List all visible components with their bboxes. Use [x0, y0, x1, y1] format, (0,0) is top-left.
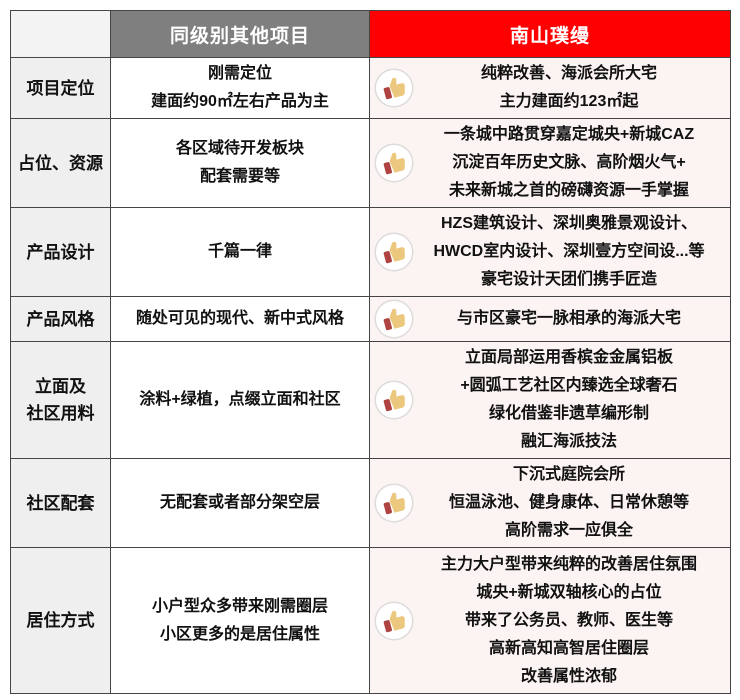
- thumbs-up-icon: [374, 68, 414, 108]
- competitor-cell: 涂料+绿植，点缀立面和社区: [110, 341, 370, 459]
- project-cell: 纯粹改善、海派会所大宅 主力建面约123㎡起: [369, 57, 731, 119]
- row-label-line: 产品设计: [26, 242, 95, 262]
- competitor-cell: 各区域待开发板块 配套需要等: [110, 118, 370, 208]
- project-line: 未来新城之首的磅礴资源一手掌握: [448, 182, 689, 199]
- project-line: 下沉式庭院会所: [512, 466, 625, 483]
- project-line: HZS建筑设计、深圳奥雅景观设计、: [440, 215, 697, 232]
- project-line: 一条城中路贯穿嘉定城央+新城CAZ: [443, 126, 695, 143]
- row-label-line: 居住方式: [26, 611, 95, 630]
- row-label: 产品设计: [10, 207, 111, 297]
- competitor-line: 小区更多的是居住属性: [159, 625, 320, 643]
- row-label-line: 项目定位: [26, 78, 95, 98]
- project-cell: HZS建筑设计、深圳奥雅景观设计、 HWCD室内设计、深圳壹方空间设...等 豪宅设…: [369, 207, 731, 297]
- project-text: 下沉式庭院会所恒温泳池、健身康体、日常休憩等 高阶需求一应俱全: [414, 461, 724, 545]
- competitor-cell: 刚需定位建面约90㎡左右产品为主: [110, 57, 370, 119]
- project-line: HWCD室内设计、深圳壹方空间设...等: [433, 243, 705, 260]
- table-row: 居住方式 小户型众多带来刚需圈层 小区更多的是居住属性 主力大户型带来纯粹的改善居住…: [10, 547, 731, 694]
- project-line: 高阶需求一应俱全: [504, 522, 633, 539]
- corner-cell: [10, 10, 111, 58]
- competitor-line: 涂料+绿植，点缀立面和社区: [139, 391, 341, 408]
- comparison-table: 同级别其他项目 南山璞缦 项目定位 刚需定位 建面约90㎡左右产品为主 纯粹改善、海…: [10, 10, 731, 694]
- project-line: 改善属性浓郁: [520, 667, 617, 685]
- project-cell: 下沉式庭院会所恒温泳池、健身康体、日常休憩等 高阶需求一应俱全: [369, 458, 731, 548]
- project-line: 立面局部运用香槟金金属铝板: [464, 349, 673, 366]
- competitor-line: 各区域待开发板块: [175, 140, 304, 157]
- competitor-line: 建面约90㎡左右产品为主: [151, 93, 329, 110]
- table-row: 社区配套 无配套或者部分架空层 下沉式庭院会所恒温泳池、健身康体、日常休憩等 高阶需…: [10, 458, 731, 548]
- row-label-line: 产品风格: [26, 309, 95, 329]
- project-line: 主力建面约123㎡起: [499, 93, 639, 110]
- project-cell: 一条城中路贯穿嘉定城央+新城CAZ 沉淀百年历史文脉、高阶烟火气+ 未来新城之首的磅…: [369, 118, 731, 208]
- project-cell-content: 一条城中路贯穿嘉定城央+新城CAZ 沉淀百年历史文脉、高阶烟火气+ 未来新城之首的磅…: [372, 121, 724, 205]
- competitor-line: 无配套或者部分架空层: [159, 494, 320, 511]
- competitor-header: 同级别其他项目: [110, 10, 370, 58]
- table-row: 产品风格 随处可见的现代、新中式风格 与市区豪宅一脉相承的海派大宅: [10, 296, 731, 342]
- thumbs-up-icon: [374, 299, 414, 339]
- project-line: 与市区豪宅一脉相承的海派大宅: [456, 310, 681, 327]
- project-cell-content: 立面局部运用香槟金金属铝板 +圆弧工艺社区内臻选全球奢石 绿化借鉴非遗草编形制 融汇海…: [372, 344, 724, 456]
- project-cell-content: HZS建筑设计、深圳奥雅景观设计、 HWCD室内设计、深圳壹方空间设...等 豪宅设…: [372, 210, 724, 294]
- row-label-line: 占位、资源: [18, 153, 103, 173]
- project-line: 带来了公务员、教师、医生等: [464, 611, 673, 629]
- header-row: 同级别其他项目 南山璞缦: [10, 10, 731, 58]
- project-line: 融汇海派技法: [520, 433, 617, 450]
- project-text: 纯粹改善、海派会所大宅 主力建面约123㎡起: [414, 60, 724, 116]
- thumbs-up-icon: [374, 232, 414, 272]
- project-text: HZS建筑设计、深圳奥雅景观设计、 HWCD室内设计、深圳壹方空间设...等 豪宅设…: [414, 210, 724, 294]
- table-row: 项目定位 刚需定位 建面约90㎡左右产品为主 纯粹改善、海派会所大宅 主力建面约123…: [10, 57, 731, 119]
- competitor-line: 小户型众多带来刚需圈层: [151, 597, 328, 615]
- project-line: 恒温泳池、健身康体、日常休憩等: [448, 494, 689, 511]
- project-cell: 主力大户型带来纯粹的改善居住氛围 城央+新城双轴核心的占位 带来了公务员、教师、医生…: [369, 547, 731, 694]
- thumbs-up-icon: [374, 601, 414, 641]
- row-label: 产品风格: [10, 296, 111, 342]
- competitor-cell: 千篇一律: [110, 207, 370, 297]
- project-cell-content: 与市区豪宅一脉相承的海派大宅: [372, 299, 724, 339]
- thumbs-up-icon: [374, 380, 414, 420]
- project-line: 沉淀百年历史文脉、高阶烟火气+: [452, 154, 686, 171]
- project-text: 主力大户型带来纯粹的改善居住氛围 城央+新城双轴核心的占位 带来了公务员、教师、医生…: [414, 551, 724, 691]
- competitor-line: 随处可见的现代、新中式风格: [135, 310, 344, 327]
- project-cell-content: 下沉式庭院会所恒温泳池、健身康体、日常休憩等 高阶需求一应俱全: [372, 461, 724, 545]
- project-line: 绿化借鉴非遗草编形制: [488, 405, 649, 422]
- project-line: 城央+新城双轴核心的占位: [476, 583, 662, 601]
- project-cell: 立面局部运用香槟金金属铝板 +圆弧工艺社区内臻选全球奢石 绿化借鉴非遗草编形制 融汇海…: [369, 341, 731, 459]
- table-row: 占位、资源 各区域待开发板块 配套需要等 一条城中路贯穿嘉定城央+新城CAZ 沉淀百年…: [10, 118, 731, 208]
- project-text: 一条城中路贯穿嘉定城央+新城CAZ 沉淀百年历史文脉、高阶烟火气+ 未来新城之首的磅…: [414, 121, 724, 205]
- row-label: 占位、资源: [10, 118, 111, 208]
- project-text: 与市区豪宅一脉相承的海派大宅: [414, 305, 724, 333]
- competitor-line: 刚需定位: [207, 65, 272, 82]
- competitor-cell: 无配套或者部分架空层: [110, 458, 370, 548]
- project-text: 立面局部运用香槟金金属铝板 +圆弧工艺社区内臻选全球奢石 绿化借鉴非遗草编形制 融汇海…: [414, 344, 724, 456]
- project-line: 豪宅设计天团们携手匠造: [480, 271, 657, 288]
- row-label: 项目定位: [10, 57, 111, 119]
- thumbs-up-icon: [374, 143, 414, 183]
- project-cell-content: 纯粹改善、海派会所大宅 主力建面约123㎡起: [372, 60, 724, 116]
- competitor-cell: 小户型众多带来刚需圈层 小区更多的是居住属性: [110, 547, 370, 694]
- row-label-line: 社区用料: [26, 404, 95, 423]
- row-label: 居住方式: [10, 547, 111, 694]
- row-label: 社区配套: [10, 458, 111, 548]
- project-line: 纯粹改善、海派会所大宅: [480, 65, 657, 82]
- row-label-line: 社区配套: [26, 493, 95, 513]
- thumbs-up-icon: [374, 483, 414, 523]
- competitor-line: 千篇一律: [207, 243, 272, 260]
- competitor-cell: 随处可见的现代、新中式风格: [110, 296, 370, 342]
- table-row: 立面及社区用料 涂料+绿植，点缀立面和社区 立面局部运用香槟金金属铝板 +圆弧工艺社…: [10, 341, 731, 459]
- project-line: 主力大户型带来纯粹的改善居住氛围: [440, 555, 697, 573]
- row-label: 立面及 社区用料: [10, 341, 111, 459]
- project-header: 南山璞缦: [369, 10, 731, 58]
- project-line: 高新高知高智居住圈层: [488, 639, 649, 657]
- table-row: 产品设计 千篇一律 HZS建筑设计、深圳奥雅景观设计、 HWCD室内设计、深圳壹方空…: [10, 207, 731, 297]
- project-line: +圆弧工艺社区内臻选全球奢石: [460, 377, 678, 394]
- row-label-line: 立面及: [35, 377, 86, 396]
- project-cell: 与市区豪宅一脉相承的海派大宅: [369, 296, 731, 342]
- project-cell-content: 主力大户型带来纯粹的改善居住氛围 城央+新城双轴核心的占位 带来了公务员、教师、医生…: [372, 551, 724, 691]
- competitor-line: 配套需要等: [199, 168, 280, 185]
